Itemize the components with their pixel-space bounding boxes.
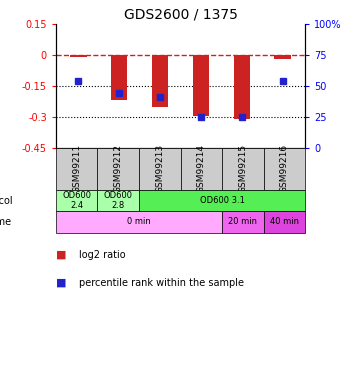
- FancyBboxPatch shape: [139, 148, 180, 190]
- Text: GSM99211: GSM99211: [72, 144, 81, 194]
- Text: GSM99212: GSM99212: [114, 144, 123, 194]
- Text: GSM99216: GSM99216: [280, 144, 289, 194]
- FancyBboxPatch shape: [97, 148, 139, 190]
- Title: GDS2600 / 1375: GDS2600 / 1375: [123, 8, 238, 22]
- Bar: [111, 55, 127, 100]
- Bar: [234, 55, 250, 119]
- Text: 0 min: 0 min: [127, 217, 151, 226]
- Text: percentile rank within the sample: percentile rank within the sample: [79, 278, 244, 288]
- Text: OD600
2.8: OD600 2.8: [104, 191, 133, 210]
- Text: OD600 3.1: OD600 3.1: [200, 196, 244, 205]
- Bar: [70, 55, 87, 57]
- Text: time: time: [0, 217, 12, 227]
- Text: GSM99214: GSM99214: [197, 144, 206, 194]
- Bar: [274, 55, 291, 59]
- FancyBboxPatch shape: [56, 211, 222, 232]
- Text: GSM99215: GSM99215: [238, 144, 247, 194]
- FancyBboxPatch shape: [97, 190, 139, 211]
- Text: ■: ■: [56, 278, 66, 288]
- FancyBboxPatch shape: [264, 148, 305, 190]
- FancyBboxPatch shape: [180, 148, 222, 190]
- Text: 40 min: 40 min: [270, 217, 299, 226]
- Text: OD600
2.4: OD600 2.4: [62, 191, 91, 210]
- Text: ■: ■: [56, 250, 66, 260]
- Text: protocol: protocol: [0, 196, 12, 206]
- Bar: [193, 55, 209, 116]
- FancyBboxPatch shape: [222, 148, 264, 190]
- FancyBboxPatch shape: [264, 211, 305, 232]
- FancyBboxPatch shape: [222, 211, 264, 232]
- FancyBboxPatch shape: [139, 190, 305, 211]
- FancyBboxPatch shape: [56, 148, 97, 190]
- Text: GSM99213: GSM99213: [155, 144, 164, 194]
- FancyBboxPatch shape: [56, 190, 97, 211]
- Text: log2 ratio: log2 ratio: [79, 250, 126, 260]
- Text: 20 min: 20 min: [228, 217, 257, 226]
- Bar: [152, 55, 168, 106]
